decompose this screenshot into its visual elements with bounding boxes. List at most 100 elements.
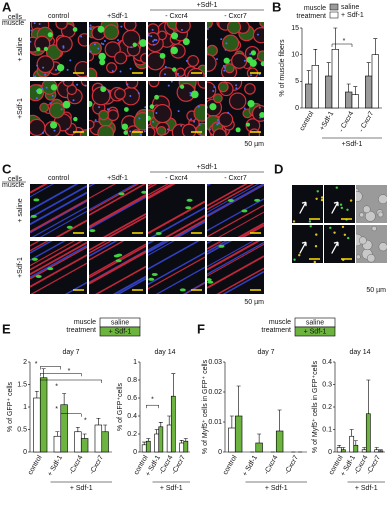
y-axis-label: % of GFP⁺cells — [117, 382, 124, 431]
gfp-cell — [36, 47, 41, 52]
gfp-cell — [259, 112, 264, 118]
column-label: +Sdf-1 — [107, 13, 128, 20]
nucleus — [130, 46, 133, 49]
fiber — [89, 241, 108, 251]
bar — [158, 426, 164, 453]
cell — [346, 208, 349, 211]
nucleus — [208, 128, 211, 131]
fiber — [55, 219, 87, 237]
fiber — [228, 92, 247, 110]
fiber — [89, 194, 146, 228]
gfp-cell — [89, 229, 96, 233]
fiber — [148, 251, 205, 285]
column-label: - Cxcr4 — [165, 175, 188, 182]
gfp-cell — [151, 272, 158, 276]
fiber — [237, 222, 264, 237]
y-tick-label: 2 — [23, 359, 27, 366]
nucleus — [235, 84, 238, 87]
fiber — [207, 81, 217, 100]
fiber — [30, 241, 53, 254]
bar — [331, 49, 339, 109]
nucleus — [89, 50, 92, 53]
nucleus — [45, 86, 48, 89]
nucleus — [143, 130, 146, 133]
nucleus — [30, 40, 32, 43]
cell — [320, 198, 323, 202]
fiber — [148, 241, 175, 256]
micrograph — [30, 81, 87, 136]
legend-title: muscle — [304, 5, 326, 12]
fiber — [148, 81, 160, 88]
fiber — [175, 67, 186, 77]
gfp-cell — [179, 84, 185, 89]
nucleus — [198, 124, 201, 127]
nucleus — [107, 90, 110, 93]
row-label: +Sdf-1 — [17, 98, 24, 119]
panel-letter: D — [274, 161, 283, 176]
group-label: +Sdf-1 — [197, 164, 218, 171]
nucleus — [53, 129, 56, 132]
y-tick-label: 0 — [328, 449, 332, 456]
error-bar — [341, 447, 346, 450]
gfp-cell — [246, 56, 253, 63]
x-tick-label: control — [27, 454, 44, 476]
fiber — [30, 199, 87, 233]
fiber — [222, 270, 264, 294]
row-label: + saline — [17, 37, 24, 61]
arrow — [299, 201, 307, 214]
nucleus — [94, 119, 97, 122]
fiber — [148, 184, 170, 196]
legend-label: + Sdf-1 — [109, 328, 132, 335]
cell — [343, 233, 347, 237]
error-bar — [366, 62, 371, 76]
fiber — [259, 22, 264, 28]
fiber — [122, 29, 141, 48]
error-bar — [326, 62, 331, 76]
micrograph — [356, 185, 387, 223]
nucleus — [207, 38, 209, 41]
fiber — [175, 220, 205, 237]
row-header: muscle — [2, 182, 24, 189]
fiber — [55, 35, 73, 53]
y-tick-label: 0.3 — [322, 381, 332, 388]
nucleus — [170, 81, 173, 83]
error-bar — [96, 417, 101, 425]
nucleus — [148, 34, 150, 37]
subplot-title: day 14 — [349, 349, 370, 356]
nucleus — [150, 35, 153, 38]
nucleus — [199, 132, 202, 135]
error-bar — [337, 444, 342, 448]
gfp-cell — [185, 206, 192, 210]
panel-letter: A — [2, 0, 12, 14]
nucleus — [152, 120, 155, 123]
y-tick-label: 0 — [295, 105, 299, 112]
gfp-cell — [227, 198, 234, 202]
gfp-cell — [98, 52, 106, 61]
error-bar — [75, 426, 80, 432]
significance-star: * — [55, 384, 58, 391]
bf-cell — [364, 210, 376, 222]
fiber — [30, 241, 50, 252]
x-tick-label: control — [299, 110, 316, 132]
fiber — [89, 184, 116, 199]
fiber — [207, 204, 264, 237]
nucleus — [207, 28, 209, 31]
fiber — [207, 184, 260, 213]
fiber — [30, 241, 87, 276]
gfp-cell — [182, 38, 190, 46]
significance-star: * — [55, 406, 58, 413]
fiber — [148, 256, 205, 290]
group-label: + Sdf-1 — [355, 485, 378, 492]
gfp-cell — [159, 52, 166, 59]
significance-star: * — [68, 368, 71, 375]
panel-letter: C — [2, 161, 12, 176]
y-tick-label: 0 — [133, 449, 137, 456]
gfp-cell — [260, 61, 264, 67]
nucleus — [111, 70, 114, 73]
gfp-cell — [148, 277, 155, 281]
gfp-cell — [223, 57, 230, 64]
fiber — [30, 244, 87, 278]
error-bar — [306, 70, 311, 84]
fiber — [55, 22, 68, 30]
micrograph — [148, 241, 205, 294]
